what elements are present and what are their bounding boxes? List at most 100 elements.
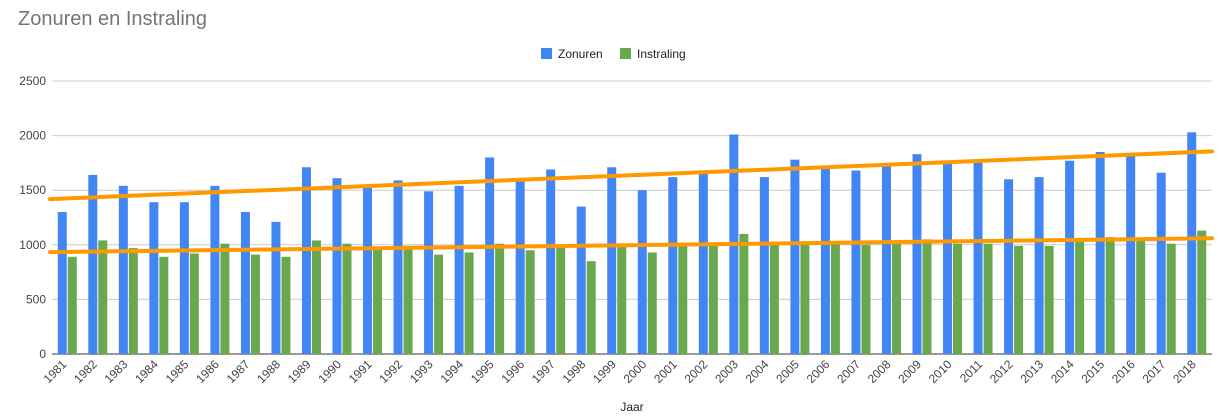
bar-zonuren [1034,177,1044,354]
x-tick-label: 2017 [1140,357,1169,386]
bar-zonuren [332,178,342,354]
x-tick-label: 1984 [132,357,161,386]
bar-zonuren [576,206,586,354]
x-axis-ticks: 1981 1982 1983 1984 1985 1986 1987 1988 1989 1990… [41,357,1199,386]
bar-zonuren [118,185,128,354]
y-tick-label: 1000 [19,238,46,252]
legend-swatch-zonuren [541,48,552,59]
bar-zonuren [1156,172,1166,354]
bar-instraling [1197,230,1207,354]
x-tick-label: 2002 [682,357,711,386]
bar-instraling [189,253,199,354]
x-tick-label: 1996 [498,357,527,386]
x-tick-label: 1987 [224,357,253,386]
bar-instraling [1105,237,1115,354]
bar-instraling [983,243,993,354]
bar-instraling [922,239,932,354]
x-tick-label: 2001 [651,357,680,386]
bar-zonuren [424,191,434,354]
bar-instraling [861,244,871,354]
bar-instraling [250,254,260,354]
x-tick-label: 1995 [468,357,497,386]
x-tick-label: 1997 [529,357,558,386]
bar-instraling [342,243,352,354]
x-tick-label: 1985 [163,357,192,386]
legend: Zonuren Instraling [541,47,686,61]
x-tick-label: 2010 [926,357,955,386]
legend-label-zonuren: Zonuren [558,47,603,61]
bar-zonuren [1095,151,1105,354]
bar-instraling [1014,245,1024,354]
bar-instraling [769,244,779,354]
y-tick-label: 2000 [19,129,46,143]
bar-instraling [128,248,138,354]
bar-zonuren [546,169,556,354]
x-tick-label: 1991 [346,357,375,386]
x-tick-label: 2004 [743,357,772,386]
bar-zonuren [301,167,311,354]
bar-zonuren [668,177,678,354]
bar-zonuren [57,212,67,354]
legend-label-instraling: Instraling [637,47,686,61]
bar-instraling [525,250,535,354]
x-tick-label: 1999 [590,357,619,386]
bar-instraling [311,240,321,354]
y-tick-label: 1500 [19,183,46,197]
x-tick-label: 2007 [834,357,863,386]
bar-zonuren [210,185,220,354]
bar-instraling [67,256,77,354]
x-tick-label: 1998 [560,357,589,386]
x-tick-label: 2015 [1078,357,1107,386]
x-tick-label: 1990 [315,357,344,386]
x-tick-label: 2011 [957,357,985,385]
bar-instraling [1075,239,1085,354]
bar-instraling [739,233,749,354]
x-axis-title: Jaar [620,400,643,414]
x-tick-label: 1994 [437,357,466,386]
bar-instraling [1166,243,1176,354]
x-tick-label: 2005 [773,357,802,386]
bar-zonuren [637,190,647,354]
bar-instraling [586,261,596,354]
x-tick-label: 1992 [376,357,405,386]
x-tick-label: 1986 [193,357,222,386]
legend-swatch-instraling [620,48,631,59]
trendline-instraling [48,236,1214,255]
x-tick-label: 2008 [865,357,894,386]
bar-instraling [617,245,627,354]
bar-instraling [220,243,230,354]
bar-zonuren [1065,160,1075,354]
bar-zonuren [973,159,983,354]
bar-instraling [98,240,108,354]
x-tick-label: 2018 [1170,357,1199,386]
bar-instraling [403,245,413,354]
bar-instraling [891,243,901,354]
bar-instraling [1136,240,1146,354]
bar-zonuren [943,161,953,354]
x-tick-label: 1993 [407,357,436,386]
x-tick-label: 1983 [102,357,131,386]
bar-instraling [800,243,810,354]
x-tick-label: 1981 [41,357,70,386]
y-tick-label: 0 [39,347,46,361]
chart-title: Zonuren en Instraling [18,8,208,30]
x-tick-label: 2014 [1048,357,1077,386]
x-tick-label: 1988 [254,357,283,386]
x-tick-label: 1982 [71,357,100,386]
bar-instraling [159,256,169,354]
bar-zonuren [88,174,98,354]
bar-instraling [464,252,474,354]
bar-instraling [556,245,566,354]
bar-instraling [281,256,291,354]
bar-instraling [495,243,505,354]
bar-instraling [373,248,383,354]
bar-zonuren [515,179,525,354]
bar-instraling [678,244,688,354]
x-tick-label: 2012 [987,357,1016,386]
bar-zonuren [881,165,891,354]
y-tick-label: 500 [26,292,46,306]
bar-zonuren [851,170,861,354]
bar-instraling [434,254,444,354]
bar-instraling [830,243,840,354]
